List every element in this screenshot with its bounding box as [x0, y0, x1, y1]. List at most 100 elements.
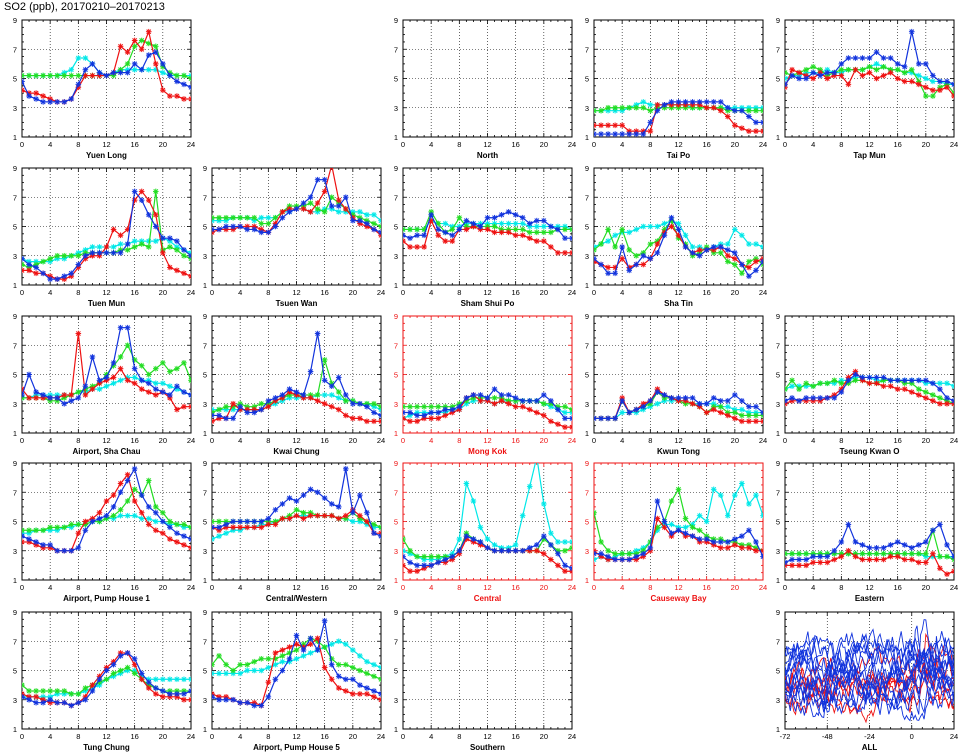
point-marker: [188, 404, 191, 408]
y-tick-label: 3: [585, 104, 589, 113]
x-tick-label: 0: [401, 288, 405, 297]
point-marker: [704, 105, 710, 111]
point-marker: [909, 29, 915, 35]
point-marker: [230, 401, 236, 407]
point-marker: [647, 224, 653, 229]
x-tick-label: 24: [759, 140, 767, 149]
point-marker: [68, 398, 74, 404]
point-marker: [125, 247, 131, 253]
point-marker: [212, 410, 215, 414]
point-marker: [626, 267, 632, 273]
x-tick-label: 12: [483, 288, 491, 297]
point-marker: [111, 250, 116, 256]
point-marker: [54, 99, 60, 105]
point-marker: [838, 73, 844, 79]
x-tick-label: 8: [648, 140, 652, 149]
point-marker: [160, 250, 166, 256]
point-marker: [364, 404, 370, 410]
x-tick-label: 12: [102, 288, 110, 297]
point-marker: [442, 221, 448, 227]
y-tick-label: 1: [776, 133, 780, 142]
point-marker: [146, 52, 152, 58]
point-marker: [258, 215, 264, 221]
y-tick-label: 3: [394, 104, 398, 113]
point-marker: [153, 386, 159, 392]
point-marker: [428, 218, 434, 224]
point-marker: [174, 73, 180, 79]
point-marker: [22, 397, 25, 401]
series-line: [22, 324, 191, 407]
station-name: Sham Shui Po: [461, 299, 515, 308]
point-marker: [594, 256, 597, 260]
point-marker: [350, 401, 356, 407]
point-marker: [605, 131, 611, 137]
y-tick-label: 5: [394, 75, 398, 84]
x-tick-label: 8: [76, 140, 80, 149]
point-marker: [315, 206, 321, 212]
point-marker: [895, 61, 901, 67]
point-marker: [463, 226, 469, 232]
point-marker: [146, 244, 152, 250]
y-tick-label: 3: [394, 400, 398, 409]
point-marker: [315, 392, 321, 398]
point-marker: [188, 84, 191, 88]
point-marker: [520, 226, 526, 232]
point-marker: [61, 401, 67, 407]
point-marker: [732, 226, 738, 232]
point-marker: [258, 401, 264, 407]
point-marker: [760, 259, 763, 263]
point-marker: [485, 226, 490, 232]
point-marker: [216, 412, 222, 418]
point-marker: [258, 229, 264, 235]
x-tick-label: 20: [349, 288, 357, 297]
point-marker: [188, 377, 191, 382]
point-marker: [251, 215, 257, 221]
point-marker: [160, 380, 166, 386]
y-tick-label: 3: [13, 104, 17, 113]
point-marker: [403, 232, 406, 236]
point-marker: [132, 43, 138, 49]
x-tick-label: 24: [187, 436, 195, 445]
point-marker: [244, 410, 250, 415]
point-marker: [61, 253, 67, 259]
point-marker: [251, 226, 257, 232]
point-marker: [181, 247, 187, 253]
x-tick-label: 20: [159, 288, 167, 297]
point-marker: [598, 131, 604, 137]
point-marker: [279, 209, 285, 215]
point-marker: [181, 389, 187, 395]
point-marker: [492, 215, 497, 221]
point-marker: [725, 253, 731, 259]
point-marker: [125, 342, 131, 348]
point-marker: [403, 226, 406, 231]
point-marker: [181, 360, 187, 366]
point-marker: [26, 395, 32, 401]
station-name: Kwai Chung: [273, 447, 319, 456]
point-marker: [838, 67, 844, 73]
x-tick-label: 20: [731, 140, 739, 149]
point-marker: [22, 87, 25, 91]
x-tick-label: 20: [349, 436, 357, 445]
point-marker: [244, 226, 250, 232]
point-marker: [167, 244, 173, 250]
point-marker: [223, 224, 229, 229]
point-marker: [626, 229, 632, 235]
point-marker: [760, 263, 763, 267]
point-marker: [881, 55, 887, 61]
point-marker: [506, 209, 512, 215]
station-name: North: [477, 151, 498, 160]
series-line: [594, 214, 763, 280]
x-tick-label: 16: [320, 436, 328, 445]
point-marker: [104, 383, 109, 389]
point-marker: [718, 99, 724, 105]
x-tick-label: 0: [210, 288, 214, 297]
point-marker: [336, 197, 342, 203]
y-tick-label: 1: [394, 133, 398, 142]
point-marker: [125, 377, 131, 383]
point-marker: [22, 262, 25, 266]
point-marker: [265, 229, 271, 235]
point-marker: [33, 389, 39, 395]
point-marker: [188, 96, 191, 100]
y-tick-label: 7: [776, 45, 780, 54]
point-marker: [343, 194, 349, 200]
